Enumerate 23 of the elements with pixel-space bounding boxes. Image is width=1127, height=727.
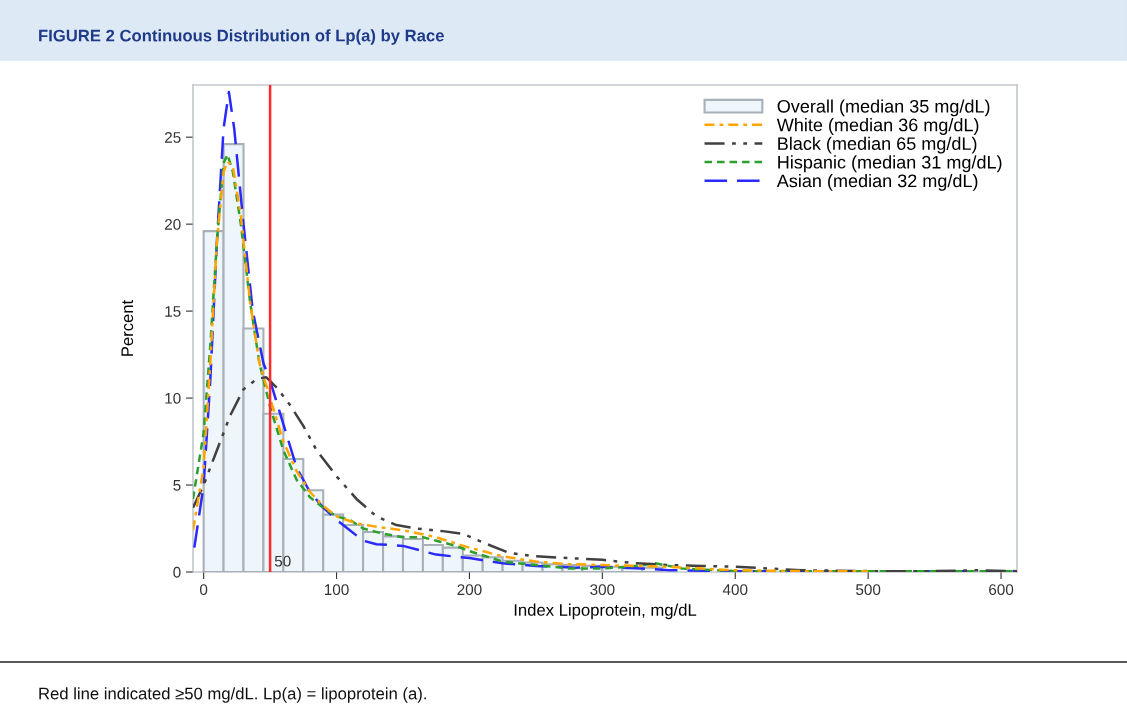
x-tick-label: 400 (722, 584, 748, 596)
y-tick-label: 25 (164, 132, 181, 143)
x-tick-label: 200 (457, 584, 482, 596)
x-axis-title: Index Lipoprotein, mg/dL (514, 603, 697, 620)
x-tick-label: 300 (590, 584, 615, 596)
legend-label: Overall (median 35 mg/dL) (777, 99, 990, 117)
y-tick-label: 10 (165, 392, 181, 404)
y-axis-title: Percent (121, 299, 134, 356)
legend-label: Black (median 65 mg/dL) (778, 136, 977, 154)
text: Red line indicated ≥50 mg/dL. Lp(a) = lipoprotein (a). (39, 687, 426, 703)
y-tick-label: 20 (164, 219, 181, 230)
legend-label: Hispanic (median 31 mg/dL) (778, 155, 1002, 173)
y-tick-label: 0 (173, 566, 181, 578)
legend-label: Asian (median 32 mg/dL) (776, 173, 978, 191)
legend-label: White (median 36 mg/dL) (776, 118, 979, 135)
x-tick-label: 500 (856, 584, 881, 596)
x-tick-label: 100 (324, 584, 349, 596)
x-tick-label: 0 (199, 584, 208, 596)
chart-title: FIGURE 2 Continuous Distribution of Lp(a) by Race (39, 29, 444, 45)
y-tick-label: 5 (173, 480, 181, 491)
y-tick-label: 15 (165, 306, 181, 317)
ref-line-label: 50 (274, 555, 291, 567)
x-tick-label: 600 (989, 584, 1014, 596)
